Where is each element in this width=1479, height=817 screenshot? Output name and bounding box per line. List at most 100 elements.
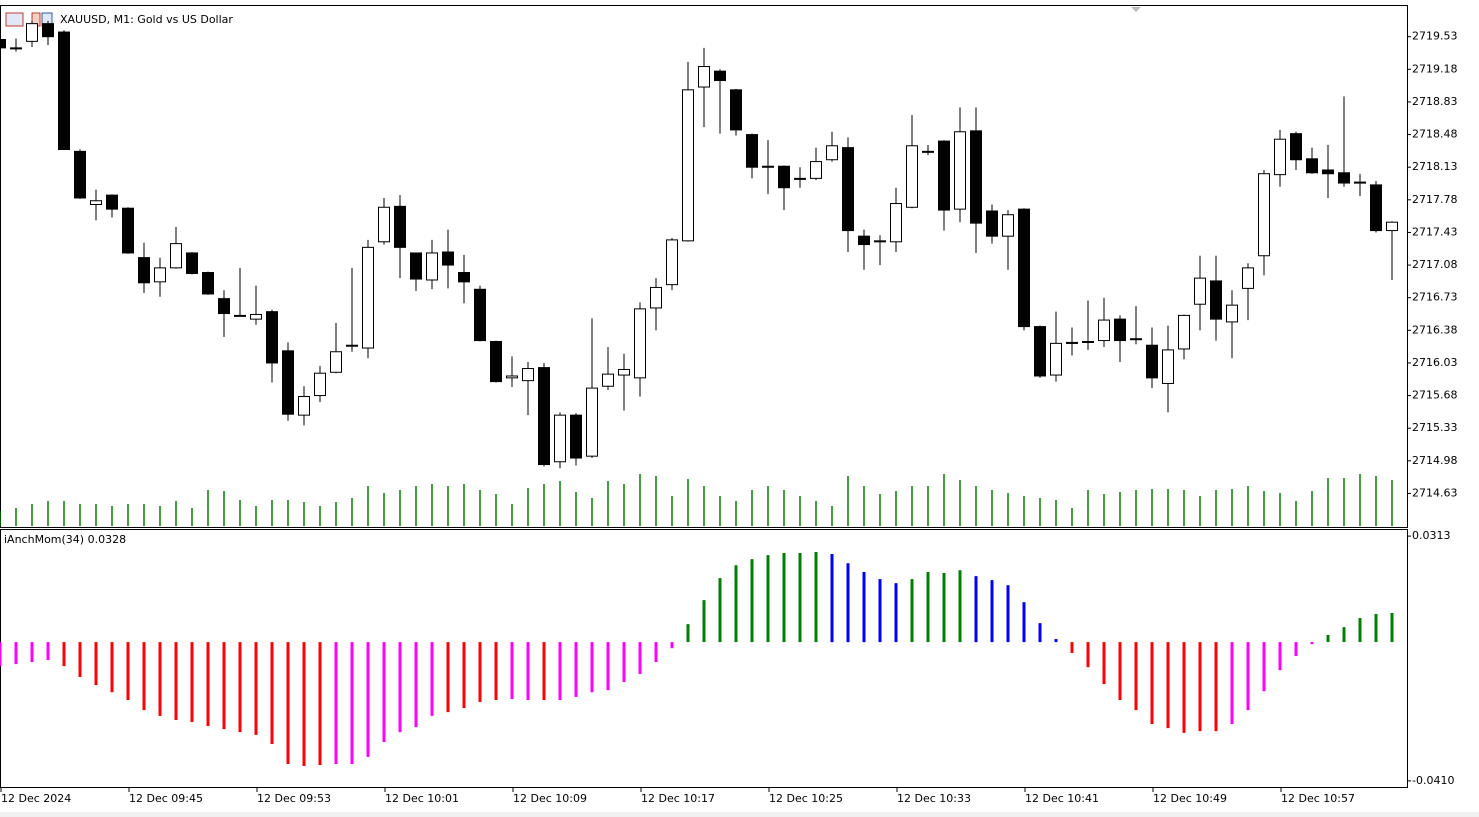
candle-body [106, 194, 118, 210]
x-tick-label: 12 Dec 10:33 [897, 792, 971, 805]
candle-body [602, 373, 614, 387]
candle-body [1018, 208, 1030, 328]
candle-body [394, 205, 406, 248]
candle-body [778, 165, 790, 189]
x-tick-label: 12 Dec 09:53 [257, 792, 331, 805]
x-tick-label: 12 Dec 2024 [1, 792, 71, 805]
candle-body [922, 150, 934, 153]
candle-body [346, 344, 358, 347]
y-tick-label: 2716.73 [1412, 291, 1458, 304]
y-tick-label: 2717.43 [1412, 225, 1458, 238]
candle-body [58, 31, 70, 150]
candle-body [282, 350, 294, 415]
candle-body [1098, 319, 1110, 342]
candle-body [1322, 169, 1334, 175]
y-tick-label: 2718.13 [1412, 160, 1458, 173]
candle-body [762, 165, 774, 168]
candle-body [1290, 133, 1302, 161]
candle-body [538, 367, 550, 466]
candle-body [826, 145, 838, 161]
candle-body [1242, 267, 1254, 289]
y-tick-label: 2714.63 [1412, 486, 1458, 499]
candle-body [474, 288, 486, 342]
candle-body [506, 375, 518, 379]
candle-body [698, 66, 710, 88]
candle-body [714, 70, 726, 82]
x-tick-label: 12 Dec 10:01 [385, 792, 459, 805]
candle-body [970, 130, 982, 224]
candle-body [650, 286, 662, 309]
candle-body [154, 267, 166, 283]
candle-body [218, 298, 230, 315]
y-tick-label: 2719.53 [1412, 30, 1458, 43]
candle-body [90, 200, 102, 205]
candle-body [362, 246, 374, 349]
candle-body [0, 38, 6, 49]
y-tick-label: 2719.18 [1412, 62, 1458, 75]
candle-body [938, 140, 950, 211]
candle-body [10, 47, 22, 50]
candle-body [522, 368, 534, 382]
candle-body [954, 131, 966, 210]
candle-body [458, 272, 470, 283]
y-tick-label: 2714.98 [1412, 454, 1458, 467]
candle-body [1338, 172, 1350, 184]
x-tick-label: 12 Dec 09:45 [129, 792, 203, 805]
status-strip [0, 812, 1479, 817]
candle-body [554, 414, 566, 463]
y-tick-label: 2717.78 [1412, 193, 1458, 206]
indicator-label: iAnchMom(34) 0.0328 [4, 533, 126, 546]
candle-body [1386, 221, 1398, 232]
candle-body [1354, 181, 1366, 184]
candle-body [1034, 326, 1046, 377]
chart-title: XAUUSD, M1: Gold vs US Dollar [60, 13, 233, 26]
candle-body [442, 251, 454, 266]
candle-body [842, 147, 854, 232]
x-tick-label: 12 Dec 10:49 [1153, 792, 1227, 805]
candle-body [1050, 342, 1062, 376]
candle-body [410, 252, 422, 280]
candle-body [122, 207, 134, 254]
candle-body [858, 235, 870, 246]
candle-body [138, 257, 150, 284]
y-tick-label: 2716.38 [1412, 323, 1458, 336]
y-tick-label: 2718.83 [1412, 95, 1458, 108]
candle-body [378, 206, 390, 243]
candle-body [314, 372, 326, 397]
candle-body [746, 134, 758, 168]
candle-body [794, 177, 806, 180]
candle-body [1258, 173, 1270, 257]
candle-body [1146, 344, 1158, 379]
candle-body [1194, 277, 1206, 305]
candle-body [186, 252, 198, 274]
candle-body [26, 23, 38, 42]
candle-body [634, 308, 646, 379]
candle-body [1082, 341, 1094, 344]
candle-body [250, 313, 262, 320]
candle-body [730, 89, 742, 131]
candle-body [906, 145, 918, 208]
candle-body [810, 161, 822, 179]
candle-body [74, 150, 86, 199]
x-tick-label: 12 Dec 10:17 [641, 792, 715, 805]
candle-body [234, 314, 246, 317]
candle-body [298, 396, 310, 416]
y-tick-label: 0.0313 [1412, 529, 1451, 542]
candle-body [618, 368, 630, 376]
x-tick-label: 12 Dec 10:25 [769, 792, 843, 805]
candle-body [330, 351, 342, 373]
x-tick-label: 12 Dec 10:09 [513, 792, 587, 805]
candle-body [266, 311, 278, 364]
y-tick-label: 2715.33 [1412, 421, 1458, 434]
candle-body [42, 23, 54, 38]
candle-body [1162, 349, 1174, 384]
shift-marker [1131, 7, 1141, 12]
icon [5, 12, 24, 27]
candle-body [874, 240, 886, 243]
candle-body [490, 341, 502, 383]
y-tick-label: -0.0410 [1412, 774, 1454, 787]
candle-body [426, 252, 438, 281]
candle-body [170, 243, 182, 269]
candle-body [1114, 318, 1126, 342]
candle-body [986, 210, 998, 237]
